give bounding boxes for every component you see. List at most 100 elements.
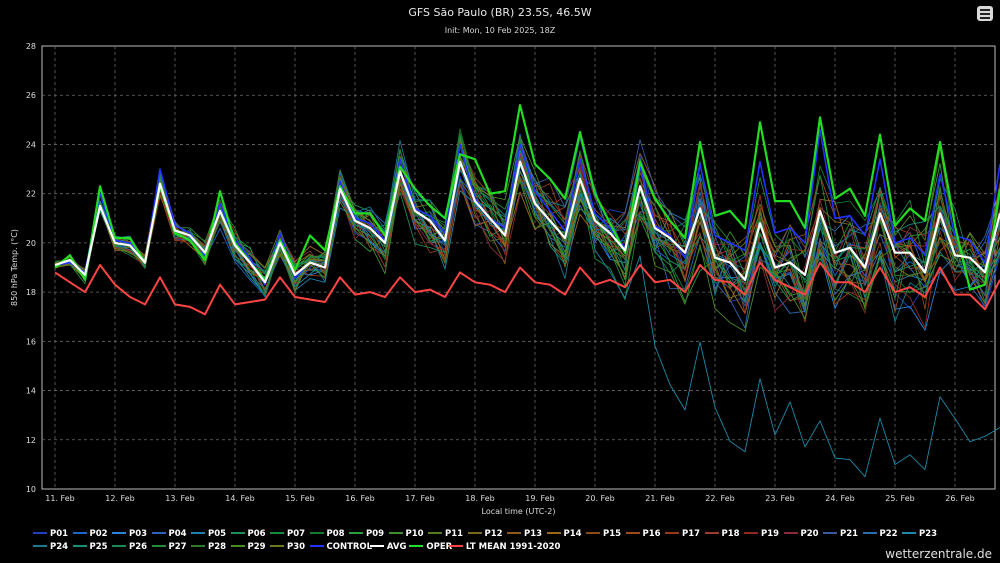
legend-label: P14 (563, 529, 582, 539)
legend-label: P29 (247, 542, 266, 552)
legend-item-p10[interactable]: P10 (388, 529, 424, 539)
y-tick-label: 12 (26, 436, 36, 445)
legend-item-p22[interactable]: P22 (862, 529, 898, 539)
legend-item-p26[interactable]: P26 (112, 542, 147, 552)
legend-item-p24[interactable]: P24 (33, 542, 68, 552)
legend-label: CONTROL (326, 542, 373, 552)
legend-item-p14[interactable]: P14 (546, 529, 582, 539)
y-tick-label: 10 (26, 485, 36, 494)
legend-item-avg[interactable]: AVG (369, 542, 407, 552)
legend-swatch (230, 544, 245, 547)
x-tick-label: 26. Feb (945, 494, 974, 503)
series-line-p30 (54, 157, 1000, 308)
legend-swatch (270, 531, 284, 534)
legend-swatch (823, 531, 837, 534)
x-tick-label: 13. Feb (165, 494, 194, 503)
legend-item-control[interactable]: CONTROL (309, 542, 373, 552)
legend-label: P21 (840, 529, 859, 539)
legend-swatch (33, 531, 47, 534)
legend-item-p01[interactable]: P01 (33, 529, 68, 539)
legend-label: P26 (129, 542, 148, 552)
legend-swatch (349, 531, 363, 534)
legend-item-p17[interactable]: P17 (665, 529, 700, 539)
legend-label: P18 (721, 529, 740, 539)
legend-item-p03[interactable]: P03 (112, 529, 147, 539)
series-line-avg (54, 160, 1000, 284)
legend-item-p15[interactable]: P15 (586, 529, 621, 539)
legend-swatch (369, 544, 384, 547)
legend-swatch (151, 544, 166, 547)
legend-item-p08[interactable]: P08 (309, 529, 345, 539)
legend-item-p05[interactable]: P05 (191, 529, 226, 539)
legend-label: P22 (879, 529, 898, 539)
legend-label: P09 (366, 529, 385, 539)
legend-label: P02 (89, 529, 108, 539)
x-tick-label: 14. Feb (225, 494, 254, 503)
legend-swatch (409, 544, 424, 547)
legend-item-p06[interactable]: P06 (230, 529, 266, 539)
legend-label: P27 (168, 542, 187, 552)
legend-item-p25[interactable]: P25 (72, 542, 108, 552)
legend-item-p29[interactable]: P29 (230, 542, 266, 552)
x-tick-label: 11. Feb (45, 494, 74, 503)
legend-swatch (862, 531, 877, 534)
legend-item-p18[interactable]: P18 (704, 529, 740, 539)
legend-label: AVG (386, 542, 407, 552)
x-axis-label: Local time (UTC-2) (482, 507, 556, 516)
legend-item-p02[interactable]: P02 (72, 529, 108, 539)
legend-label: P25 (89, 542, 108, 552)
legend-swatch (507, 531, 521, 534)
chart-subtitle: Init: Mon, 10 Feb 2025, 18Z (444, 26, 556, 35)
legend-label: P03 (129, 529, 148, 539)
legend-label: P30 (287, 542, 306, 552)
legend-label: P17 (682, 529, 701, 539)
legend-item-p19[interactable]: P19 (744, 529, 779, 539)
legend-item-p09[interactable]: P09 (349, 529, 384, 539)
legend-swatch (546, 531, 561, 534)
legend-swatch (388, 531, 403, 534)
legend-label: P15 (603, 529, 622, 539)
legend-label: OPER (426, 542, 453, 552)
legend-item-p13[interactable]: P13 (507, 529, 542, 539)
series-line-oper (54, 103, 1000, 291)
legend-item-p28[interactable]: P28 (191, 542, 226, 552)
x-tick-label: 25. Feb (885, 494, 914, 503)
y-tick-label: 18 (26, 288, 36, 297)
legend-swatch (112, 531, 126, 534)
hamburger-menu-icon[interactable] (977, 6, 993, 21)
x-tick-label: 12. Feb (105, 494, 134, 503)
legend-label: LT MEAN 1991-2020 (465, 542, 561, 552)
legend-item-p20[interactable]: P20 (783, 529, 819, 539)
legend-item-lt-mean-1991-2020[interactable]: LT MEAN 1991-2020 (448, 542, 561, 552)
legend-item-p30[interactable]: P30 (270, 542, 305, 552)
legend-label: P06 (247, 529, 266, 539)
legend-swatch (586, 531, 600, 534)
legend-swatch (704, 531, 719, 534)
chart-title: GFS São Paulo (BR) 23.5S, 46.5W (408, 6, 592, 19)
legend-item-p16[interactable]: P16 (625, 529, 661, 539)
legend-label: P13 (524, 529, 543, 539)
legend-label: P05 (208, 529, 227, 539)
legend-item-p21[interactable]: P21 (823, 529, 858, 539)
legend-item-p23[interactable]: P23 (902, 529, 937, 539)
legend-swatch (744, 531, 758, 534)
legend-swatch (902, 531, 916, 534)
legend-item-oper[interactable]: OPER (409, 542, 452, 552)
x-tick-label: 22. Feb (705, 494, 734, 503)
legend-item-p07[interactable]: P07 (270, 529, 305, 539)
legend-item-p27[interactable]: P27 (151, 542, 187, 552)
y-tick-label: 28 (26, 42, 36, 51)
legend-item-p04[interactable]: P04 (151, 529, 187, 539)
x-tick-label: 19. Feb (525, 494, 554, 503)
legend: P01 P02 P03 P04 P05 P06 P07 P08 P09 P10 P11 P12 P13 P… (33, 529, 983, 555)
legend-swatch (72, 531, 87, 534)
x-tick-label: 23. Feb (765, 494, 794, 503)
legend-swatch (112, 544, 126, 547)
legend-item-p11[interactable]: P11 (428, 529, 463, 539)
legend-swatch (309, 544, 324, 547)
y-axis-label: 850 hPa Temp. (°C) (10, 229, 19, 306)
legend-label: P12 (484, 529, 503, 539)
legend-item-p12[interactable]: P12 (467, 529, 503, 539)
legend-swatch (309, 531, 324, 534)
legend-swatch (625, 531, 640, 534)
